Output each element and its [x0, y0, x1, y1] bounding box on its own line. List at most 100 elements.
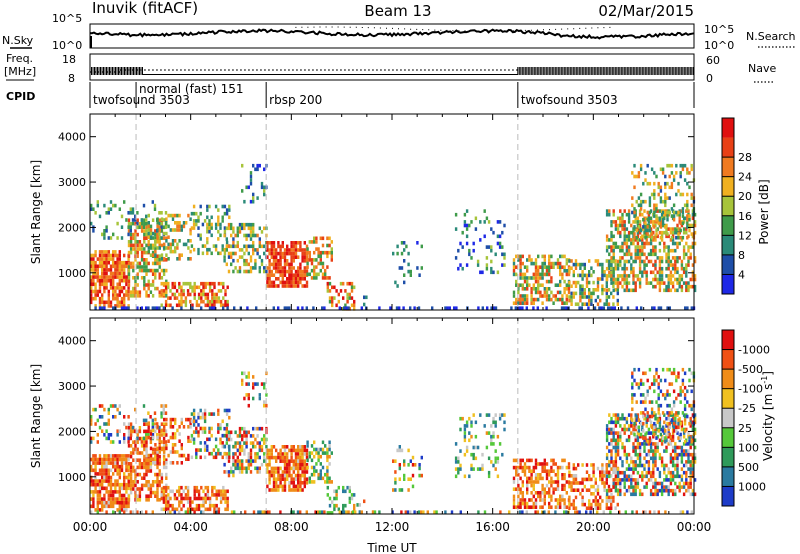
- range-gate-cell: [109, 271, 113, 276]
- range-gate-cell: [674, 456, 677, 461]
- range-gate-cell: [548, 494, 551, 499]
- range-gate-cell: [623, 416, 626, 421]
- range-gate-cell: [92, 264, 95, 269]
- range-gate-cell: [654, 481, 657, 486]
- range-gate-cell: [521, 483, 524, 488]
- range-gate-cell: [612, 280, 615, 285]
- range-gate-cell: [654, 460, 657, 464]
- range-gate-cell: [211, 306, 214, 310]
- range-gate-cell: [515, 254, 518, 259]
- range-gate-cell: [147, 261, 150, 266]
- range-gate-cell: [288, 473, 291, 478]
- range-gate-cell: [201, 430, 205, 434]
- range-gate-cell: [169, 417, 172, 422]
- range-gate-cell: [249, 181, 253, 186]
- range-gate-cell: [96, 497, 99, 501]
- range-gate-cell: [219, 303, 223, 308]
- range-gate-cell: [588, 280, 591, 285]
- range-gate-cell: [151, 243, 155, 248]
- range-gate-cell: [612, 438, 615, 443]
- range-gate-cell: [601, 284, 604, 288]
- range-gate-cell: [687, 263, 690, 267]
- nsearch-tick-bottom: 10^0: [704, 39, 734, 52]
- range-gate-cell: [149, 224, 153, 229]
- range-gate-cell: [206, 496, 210, 501]
- range-gate-cell: [310, 472, 314, 477]
- range-gate-cell: [407, 251, 410, 256]
- range-gate-cell: [603, 270, 606, 274]
- range-gate-cell: [636, 463, 640, 468]
- range-gate-cell: [326, 276, 329, 280]
- range-gate-cell: [565, 480, 568, 484]
- range-gate-cell: [568, 298, 571, 303]
- range-gate-cell: [219, 222, 222, 227]
- range-gate-cell: [254, 455, 257, 460]
- colorbar-tick-label: 20: [738, 190, 752, 203]
- range-gate-cell: [583, 477, 586, 482]
- range-gate-cell: [103, 454, 106, 458]
- range-gate-cell: [681, 235, 685, 240]
- range-gate-cell: [537, 272, 540, 277]
- range-gate-cell: [685, 478, 688, 482]
- range-gate-cell: [247, 222, 250, 227]
- range-gate-cell: [658, 424, 662, 428]
- range-gate-cell: [674, 288, 677, 293]
- range-gate-cell: [252, 222, 255, 227]
- range-gate-cell: [138, 225, 141, 229]
- range-gate-cell: [94, 282, 97, 287]
- range-gate-cell: [165, 258, 168, 262]
- range-gate-cell: [263, 403, 266, 408]
- range-gate-cell: [281, 244, 284, 249]
- range-gate-cell: [490, 248, 493, 253]
- range-gate-cell: [118, 282, 121, 287]
- range-gate-cell: [114, 271, 117, 276]
- range-gate-cell: [693, 288, 697, 293]
- range-gate-cell: [552, 265, 555, 269]
- range-gate-cell: [225, 441, 228, 445]
- range-gate-cell: [197, 226, 200, 230]
- range-gate-cell: [579, 298, 582, 303]
- range-gate-cell: [647, 470, 651, 475]
- range-gate-cell: [669, 281, 673, 285]
- range-gate-cell: [634, 274, 637, 278]
- range-gate-cell: [664, 199, 667, 204]
- range-gate-cell: [585, 463, 589, 467]
- range-gate-cell: [526, 279, 529, 284]
- range-gate-cell: [178, 500, 181, 504]
- range-gate-cell: [501, 263, 504, 267]
- range-gate-cell: [652, 427, 655, 432]
- range-gate-cell: [637, 425, 641, 430]
- range-gate-cell: [669, 238, 673, 242]
- range-gate-cell: [164, 404, 168, 408]
- range-gate-cell: [263, 189, 266, 193]
- range-gate-cell: [608, 474, 611, 479]
- range-gate-cell: [479, 413, 482, 417]
- range-gate-cell: [101, 457, 104, 462]
- range-gate-cell: [659, 189, 663, 193]
- range-gate-cell: [577, 463, 580, 467]
- range-gate-cell: [213, 281, 216, 286]
- range-gate-cell: [333, 503, 336, 508]
- range-gate-cell: [652, 248, 655, 253]
- range-gate-cell: [519, 498, 522, 502]
- range-gate-cell: [517, 258, 520, 262]
- range-gate-cell: [563, 306, 566, 310]
- range-gate-cell: [671, 449, 675, 453]
- range-gate-cell: [621, 245, 624, 249]
- range-gate-cell: [685, 270, 688, 275]
- range-gate-cell: [496, 241, 500, 246]
- range-gate-cell: [515, 458, 518, 463]
- range-gate-cell: [409, 477, 412, 481]
- range-gate-cell: [138, 426, 142, 430]
- range-gate-cell: [123, 472, 126, 476]
- range-gate-cell: [116, 271, 119, 276]
- range-gate-cell: [149, 457, 153, 461]
- range-gate-cell: [680, 424, 684, 428]
- range-gate-cell: [534, 265, 538, 269]
- range-gate-cell: [249, 222, 253, 227]
- range-gate-cell: [577, 481, 580, 485]
- range-gate-cell: [156, 461, 159, 465]
- range-gate-cell: [461, 245, 464, 249]
- range-gate-cell: [490, 460, 493, 464]
- range-gate-cell: [670, 235, 674, 240]
